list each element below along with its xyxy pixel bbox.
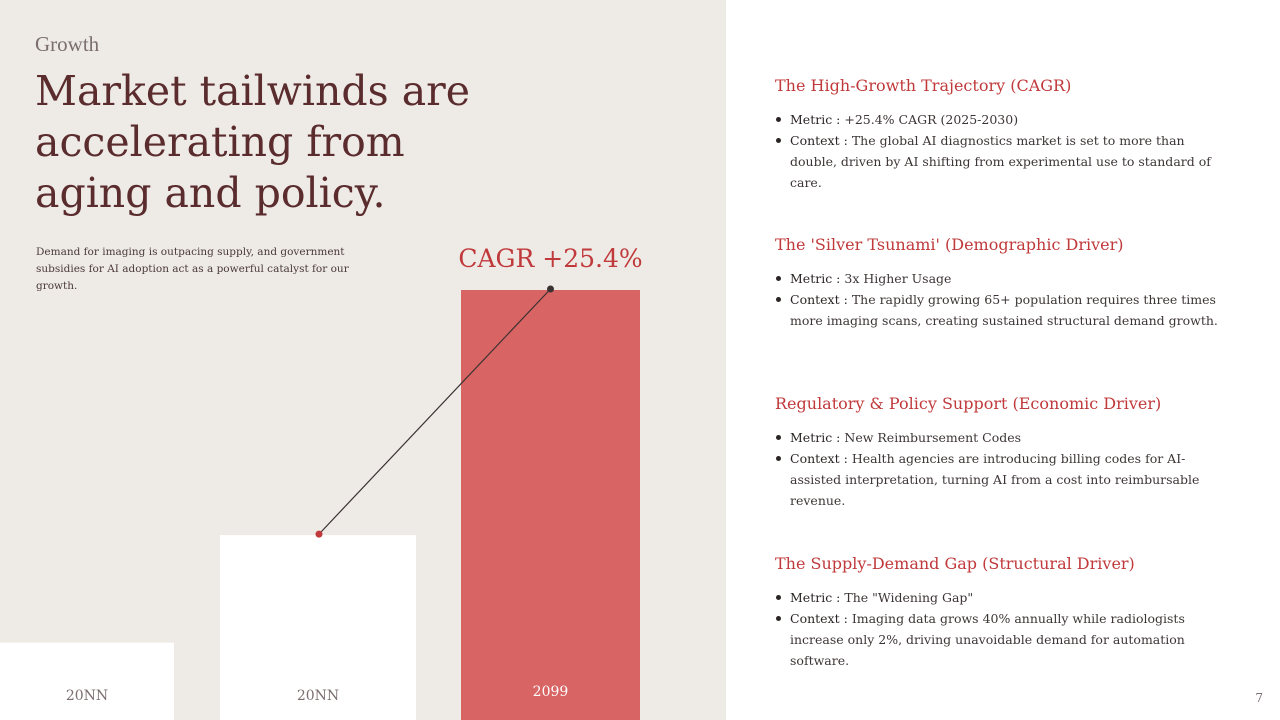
context-value: Imaging data grows 40% annually while ra… — [790, 611, 1185, 668]
growth-chart-svg: 20NN 20NN 2099 CAGR +25.4% — [0, 244, 643, 720]
context-value: Health agencies are introducing billing … — [790, 451, 1200, 508]
drivers-panel: The High-Growth Trajectory (CAGR) Metric… — [775, 0, 1245, 720]
context-label: Context : — [790, 133, 848, 148]
metric-label: Metric : — [790, 112, 841, 127]
metric-item: Metric : New Reimbursement Codes — [775, 427, 1235, 448]
bullet-icon — [776, 276, 781, 281]
metric-label: Metric : — [790, 430, 841, 445]
section-label: Growth — [35, 32, 100, 56]
context-label: Context : — [790, 451, 848, 466]
driver-title: The Supply-Demand Gap (Structural Driver… — [775, 554, 1135, 573]
cagr-annotation: CAGR +25.4% — [458, 244, 642, 273]
metric-value: The "Widening Gap" — [844, 590, 974, 605]
metric-value: New Reimbursement Codes — [844, 430, 1022, 445]
driver-bullets: Metric : 3x Higher Usage Context : The r… — [775, 268, 1235, 331]
bar-1 — [220, 535, 416, 720]
bullet-icon — [776, 595, 781, 600]
metric-label: Metric : — [790, 590, 841, 605]
context-item: Context : The rapidly growing 65+ popula… — [775, 289, 1235, 331]
driver-title: The High-Growth Trajectory (CAGR) — [775, 76, 1072, 95]
trend-point-end — [547, 285, 554, 293]
context-value: The global AI diagnostics market is set … — [790, 133, 1211, 190]
driver-block-supply-demand: The Supply-Demand Gap (Structural Driver… — [775, 554, 1235, 671]
subtitle-text: Demand for imaging is outpacing supply, … — [36, 246, 349, 292]
bullet-icon — [776, 435, 781, 440]
bar-0 — [0, 642, 174, 720]
metric-value: 3x Higher Usage — [844, 271, 952, 286]
driver-bullets: Metric : +25.4% CAGR (2025-2030) Context… — [775, 109, 1235, 193]
context-label: Context : — [790, 292, 848, 307]
trend-point-start — [315, 530, 323, 538]
bullet-icon — [776, 616, 781, 621]
metric-item: Metric : The "Widening Gap" — [775, 587, 1235, 608]
driver-block-policy: Regulatory & Policy Support (Economic Dr… — [775, 394, 1235, 511]
metric-label: Metric : — [790, 271, 841, 286]
page-title: Market tailwinds are accelerating from a… — [35, 67, 471, 217]
driver-block-cagr: The High-Growth Trajectory (CAGR) Metric… — [775, 76, 1235, 193]
trend-line — [318, 288, 551, 535]
bullet-icon — [776, 297, 781, 302]
bullet-icon — [776, 456, 781, 461]
driver-bullets: Metric : The "Widening Gap" Context : Im… — [775, 587, 1235, 671]
bar-2 — [461, 290, 640, 720]
context-value: The rapidly growing 65+ population requi… — [790, 292, 1218, 328]
driver-title: Regulatory & Policy Support (Economic Dr… — [775, 394, 1162, 413]
bar-label-0: 20NN — [66, 688, 108, 704]
metric-item: Metric : +25.4% CAGR (2025-2030) — [775, 109, 1235, 130]
context-item: Context : The global AI diagnostics mark… — [775, 130, 1235, 193]
context-label: Context : — [790, 611, 848, 626]
bar-label-2: 2099 — [533, 684, 569, 700]
driver-title: The 'Silver Tsunami' (Demographic Driver… — [775, 235, 1124, 254]
page-number: 7 — [1255, 691, 1263, 705]
bullet-icon — [776, 117, 781, 122]
context-item: Context : Health agencies are introducin… — [775, 448, 1235, 511]
metric-value: +25.4% CAGR (2025-2030) — [844, 112, 1019, 127]
context-item: Context : Imaging data grows 40% annuall… — [775, 608, 1235, 671]
bar-label-1: 20NN — [297, 688, 339, 704]
driver-bullets: Metric : New Reimbursement Codes Context… — [775, 427, 1235, 511]
growth-chart: 20NN 20NN 2099 CAGR +25.4% — [0, 244, 643, 720]
driver-block-demographic: The 'Silver Tsunami' (Demographic Driver… — [775, 235, 1235, 331]
bullet-icon — [776, 138, 781, 143]
metric-item: Metric : 3x Higher Usage — [775, 268, 1235, 289]
